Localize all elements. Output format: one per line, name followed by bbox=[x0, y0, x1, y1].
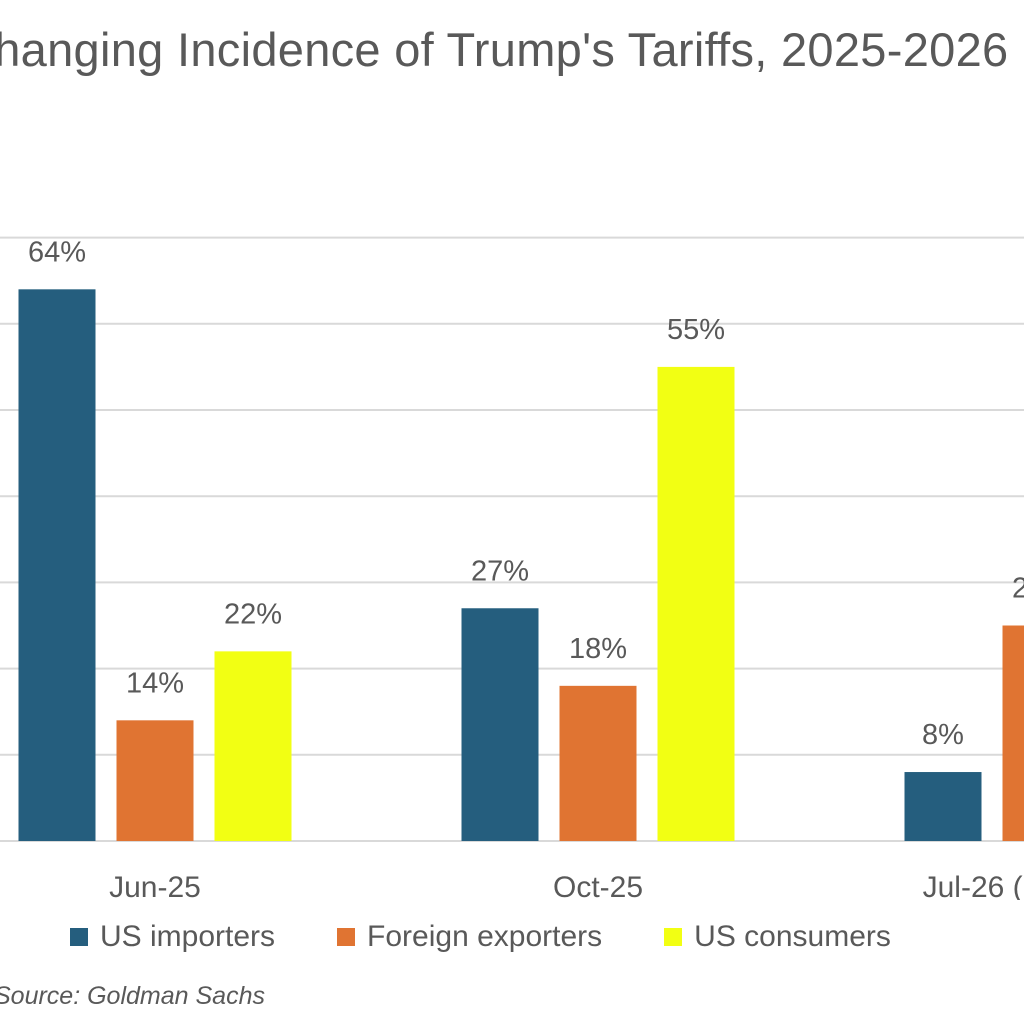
data-label-us-consumers-oct-25: 55% bbox=[667, 314, 725, 346]
data-label-us-importers-jun-25: 64% bbox=[28, 236, 86, 268]
data-label-us-importers-jul-26-projected: 8% bbox=[922, 719, 964, 751]
legend-item-us-consumers: US consumers bbox=[664, 920, 891, 954]
data-label-foreign-exporters-oct-25: 18% bbox=[569, 633, 627, 665]
bar-us-consumers-oct-25 bbox=[657, 366, 735, 841]
bar-us-importers-jul-26-projected bbox=[904, 772, 982, 841]
bar-foreign-exporters-oct-25 bbox=[559, 685, 637, 841]
legend-item-us-importers: US importers bbox=[70, 920, 275, 954]
legend: US importers Foreign exporters US consum… bbox=[70, 920, 953, 954]
legend-label-us-consumers: US consumers bbox=[694, 920, 891, 953]
bar-chart: 64%14%22%Jun-2527%18%55%Oct-258%25%67%Ju… bbox=[0, 236, 1024, 900]
data-label-us-consumers-jun-25: 22% bbox=[224, 598, 282, 630]
legend-swatch-us-consumers bbox=[664, 928, 683, 946]
bar-us-importers-jun-25 bbox=[18, 289, 96, 841]
legend-label-us-importers: US importers bbox=[100, 920, 276, 953]
x-tick-label-jun-25: Jun-25 bbox=[109, 871, 201, 900]
data-label-us-importers-oct-25: 27% bbox=[471, 555, 529, 587]
legend-label-foreign-exporters: Foreign exporters bbox=[367, 920, 603, 953]
bar-foreign-exporters-jun-25 bbox=[116, 720, 194, 841]
data-label-foreign-exporters-jul-26-projected: 25% bbox=[1012, 573, 1024, 605]
x-tick-label-oct-25: Oct-25 bbox=[553, 871, 643, 900]
legend-swatch-us-importers bbox=[70, 928, 88, 946]
bar-foreign-exporters-jul-26-projected bbox=[1002, 625, 1024, 841]
bar-us-importers-oct-25 bbox=[461, 608, 539, 841]
legend-swatch-foreign-exporters bbox=[337, 928, 356, 946]
legend-item-foreign-exporters: Foreign exporters bbox=[337, 920, 602, 954]
bar-us-consumers-jun-25 bbox=[214, 651, 292, 841]
chart-source: Source: Goldman Sachs bbox=[0, 982, 265, 1010]
data-label-foreign-exporters-jun-25: 14% bbox=[126, 667, 184, 699]
chart-title: Changing Incidence of Trump's Tariffs, 2… bbox=[0, 23, 1009, 76]
x-tick-label-jul-26-projected: Jul-26 (Projected) bbox=[923, 871, 1024, 900]
